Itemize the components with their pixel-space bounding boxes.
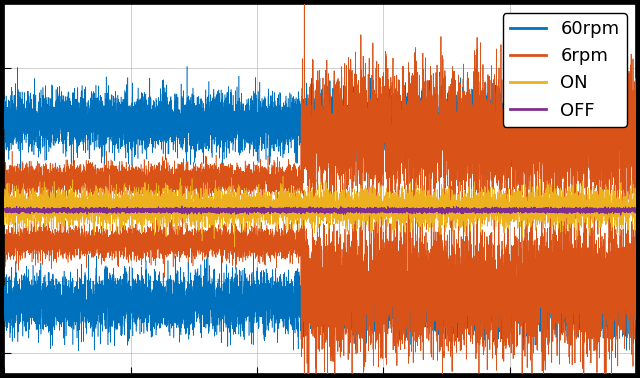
Legend: 60rpm, 6rpm, ON, OFF: 60rpm, 6rpm, ON, OFF [502,13,627,127]
